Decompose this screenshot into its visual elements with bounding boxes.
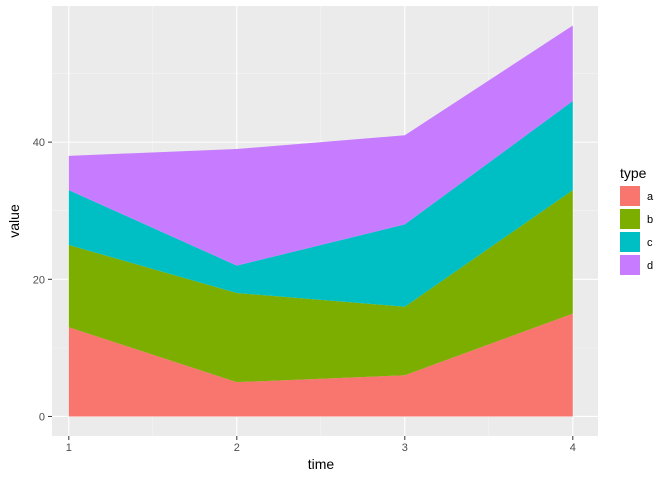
x-tick-label: 2 bbox=[234, 442, 240, 454]
x-tick-label: 1 bbox=[66, 442, 72, 454]
y-axis: 0 20 40 bbox=[33, 137, 52, 423]
x-tick-label: 3 bbox=[402, 442, 408, 454]
legend-label-a: a bbox=[647, 191, 654, 203]
y-tick-label: 40 bbox=[33, 137, 45, 149]
legend-title: type bbox=[620, 165, 647, 181]
area-layers bbox=[68, 25, 573, 417]
y-tick-label: 0 bbox=[39, 411, 45, 423]
area-series-a bbox=[68, 313, 573, 417]
area-series-d bbox=[68, 25, 573, 266]
x-axis-title: time bbox=[308, 456, 335, 472]
legend-key-d bbox=[620, 255, 640, 275]
legend-label-d: d bbox=[647, 260, 653, 272]
y-axis-title: value bbox=[6, 204, 22, 238]
legend-key-c bbox=[620, 232, 640, 252]
legend-label-b: b bbox=[647, 214, 653, 226]
area-series-b bbox=[68, 190, 573, 383]
x-axis: 1 2 3 4 bbox=[66, 436, 576, 454]
x-tick-label: 4 bbox=[570, 442, 576, 454]
legend-key-a bbox=[620, 186, 640, 206]
legend-label-c: c bbox=[647, 237, 653, 249]
y-tick-label: 20 bbox=[33, 274, 45, 286]
area-series-c bbox=[68, 100, 573, 307]
legend-key-b bbox=[620, 209, 640, 229]
